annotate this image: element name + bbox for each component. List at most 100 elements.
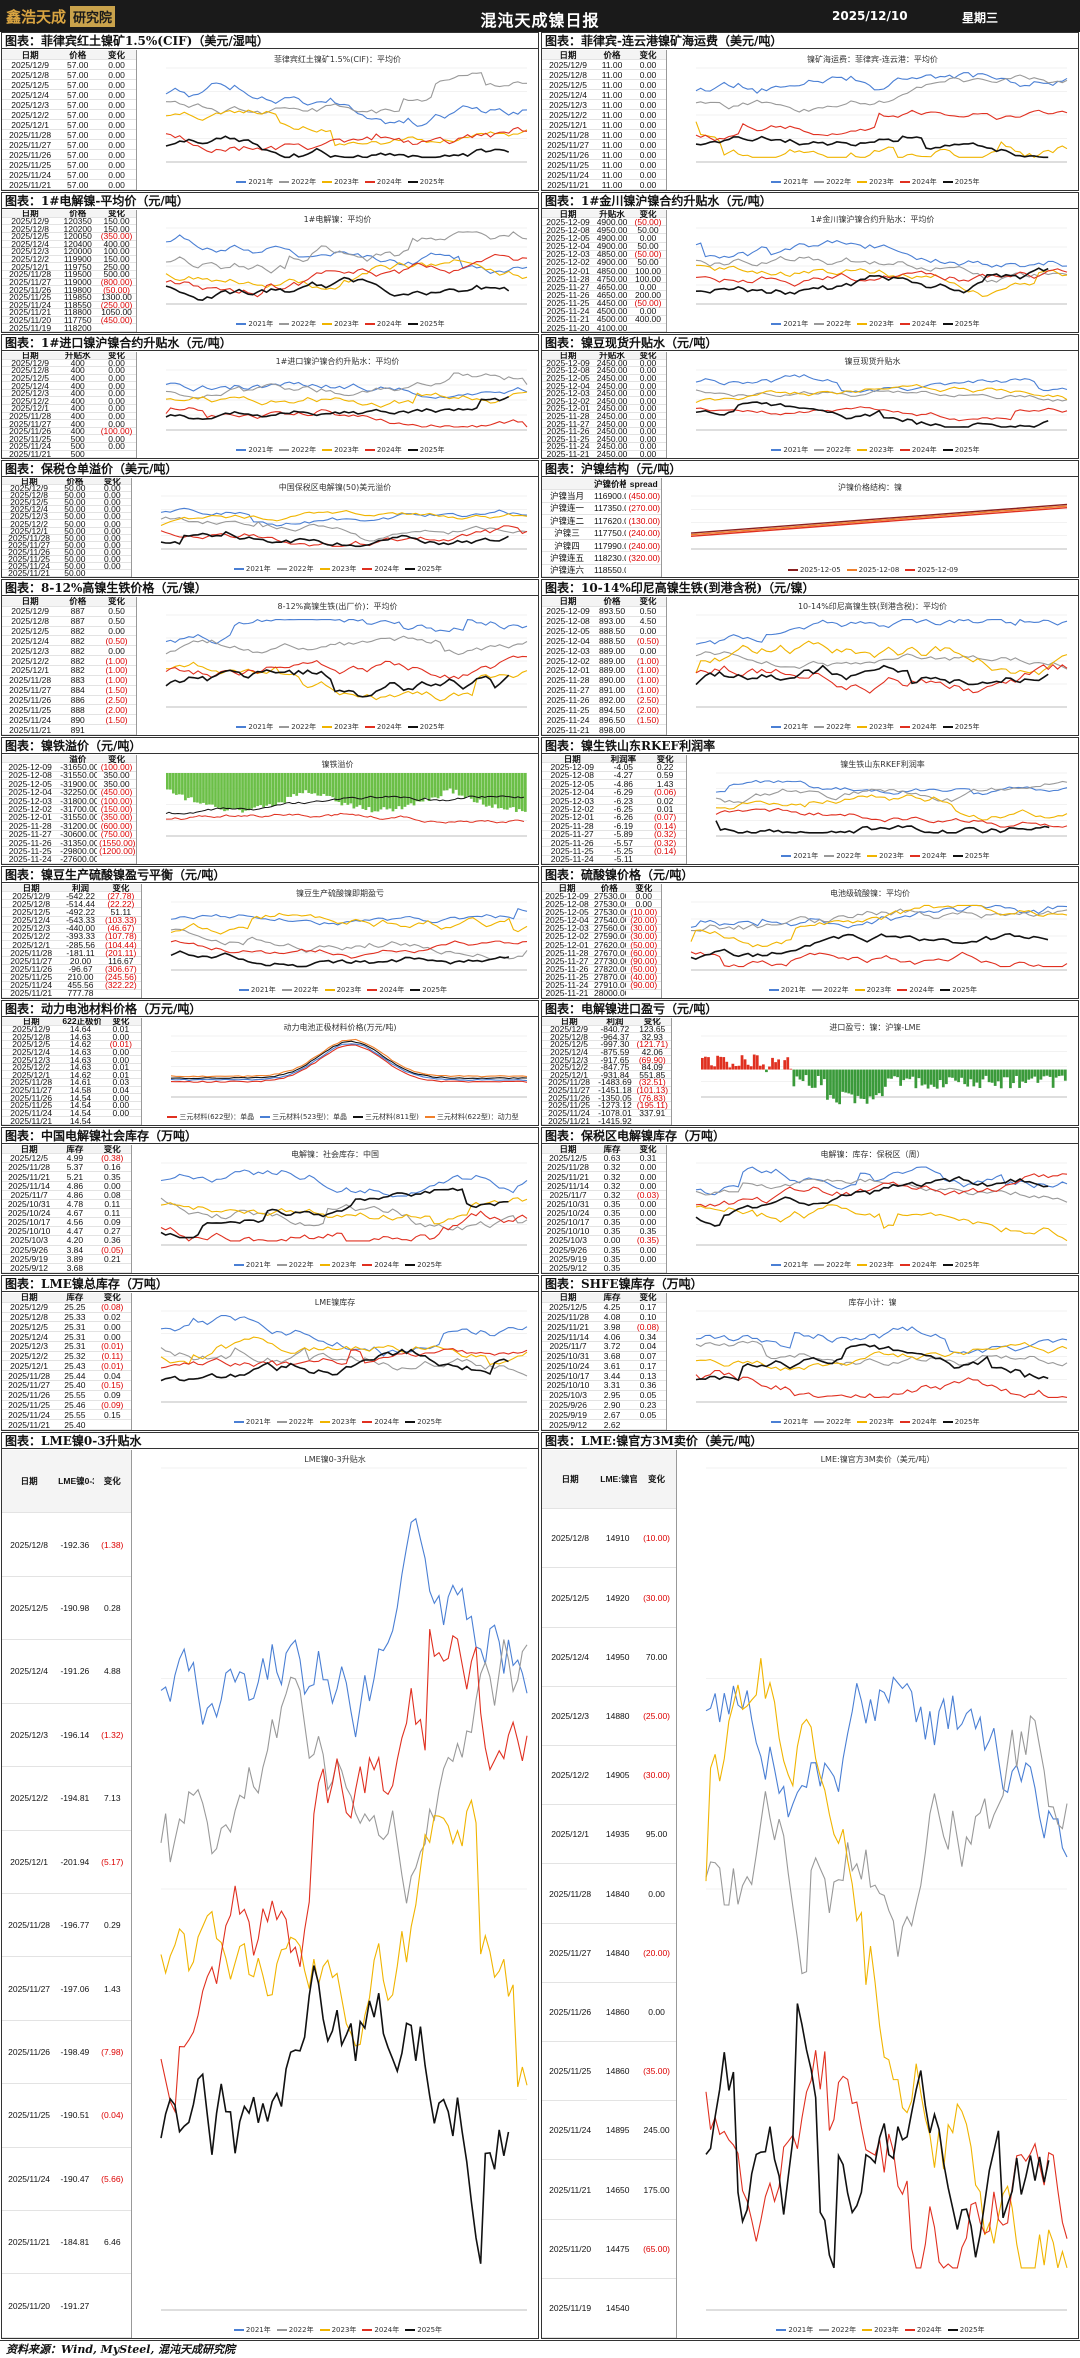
table-cell: 2025/12/8 [2, 1312, 56, 1322]
series-line [166, 73, 527, 114]
table-cell: 886 [58, 695, 97, 705]
legend-label: 2024年 [912, 1418, 937, 1426]
table-cell: 2025-11-24 [542, 715, 594, 725]
chart-bar [829, 1070, 832, 1096]
chart-bar [704, 1057, 707, 1070]
section-title: 图表：LME:镍官方3M卖价（美元/吨） [542, 1433, 1078, 1449]
legend-swatch [905, 569, 915, 571]
legend-swatch [824, 855, 834, 857]
series-line [691, 508, 1067, 537]
table-cell: (90.00) [626, 980, 661, 990]
table-cell: 0.00 [97, 110, 136, 120]
column-header: 变化 [637, 1473, 676, 1485]
legend-label: 2023年 [332, 565, 357, 573]
chart-bar [1012, 1070, 1015, 1083]
table-cell: 2025/12/2 [542, 110, 594, 120]
table-cell: (1.32) [94, 1730, 131, 1740]
chart-bar [762, 1064, 765, 1069]
chart-bar [857, 1070, 860, 1096]
table-cell: 2025-11-25 [542, 705, 594, 715]
table-cell: 0.04 [630, 1341, 666, 1351]
legend-label: 2023年 [874, 2326, 899, 2334]
chart-bar [841, 1070, 844, 1092]
table-cell: (2.00) [97, 705, 136, 715]
table-cell: (450.00) [626, 491, 661, 501]
table-cell: 0.00 [97, 180, 136, 190]
series-line [696, 1327, 1067, 1353]
table-row: 2025-11-24-27600.00 [2, 856, 136, 864]
series-line [171, 1041, 527, 1078]
chart-bar [789, 1069, 792, 1070]
table-row: 2025/11/25-190.51(0.04) [2, 2084, 131, 2147]
table-cell: 2025/11/28 [2, 1371, 56, 1381]
legend-label: 2022年 [831, 2326, 856, 2334]
legend-swatch [855, 989, 865, 991]
chart-bar [1037, 1070, 1040, 1083]
legend-swatch [279, 726, 289, 728]
table-cell: (130.00) [626, 516, 661, 526]
table-row: 2025/11/21-1415.92 [542, 1117, 671, 1125]
chart-bar [844, 1070, 847, 1093]
chart-bar [878, 1070, 881, 1094]
table-cell: 14895 [598, 2125, 637, 2135]
table-cell: 0.00 [637, 1889, 676, 1899]
table-cell: (0.50) [97, 636, 136, 646]
legend-swatch [857, 449, 867, 451]
table-cell: 117750.00 [592, 528, 627, 538]
series-line [161, 1519, 527, 1737]
legend-swatch [953, 855, 963, 857]
legend-label: 2023年 [332, 1261, 357, 1269]
legend-swatch [948, 2329, 958, 2331]
table-cell: (25.00) [637, 1711, 676, 1721]
table-cell: 57.00 [58, 180, 97, 190]
chart-bar [461, 773, 464, 796]
legend-swatch [771, 449, 781, 451]
table-cell: 0.00 [97, 160, 136, 170]
table-cell: 0.00 [97, 90, 136, 100]
legend-label: 2021年 [781, 986, 806, 994]
legend-label: 2024年 [912, 723, 937, 731]
table-cell: 116900.00 [592, 491, 627, 501]
table-cell: 2025/12/8 [2, 1540, 56, 1550]
table-cell: 沪镍连一 [542, 502, 592, 514]
table-cell: 11.00 [594, 70, 630, 80]
table-cell: 0.04 [94, 1371, 131, 1381]
table-cell: 0.00 [630, 60, 666, 70]
table-cell: 57.00 [58, 130, 97, 140]
legend-label: 2022年 [289, 1418, 314, 1426]
section-title: 图表：菲律宾-连云港镍矿海运费（美元/吨） [542, 33, 1078, 49]
legend-swatch [260, 1116, 270, 1118]
table-cell: 2025/11/26 [542, 2007, 598, 2017]
table-cell: 2025/12/1 [2, 1361, 56, 1371]
table-cell: 2025-11-28 [542, 675, 594, 685]
chart-bar [491, 773, 494, 808]
legend-label: 2023年 [879, 852, 904, 860]
chart-bar [413, 773, 416, 805]
table-cell: 2025-11-21 [542, 725, 594, 735]
table-cell: (1.50) [630, 715, 666, 725]
table-cell: 500 [58, 449, 97, 458]
chart-bar [814, 1070, 817, 1088]
legend-swatch [405, 2329, 415, 2331]
table-cell: (1.00) [630, 656, 666, 666]
chart-bar [1033, 1070, 1036, 1077]
chart-bar [765, 1070, 768, 1073]
legend-label: 2025年 [955, 1261, 980, 1269]
chart-bar [863, 1070, 866, 1099]
legend-label: 2024年 [374, 1261, 399, 1269]
column-header: spread [626, 479, 661, 489]
legend-swatch [862, 2329, 872, 2331]
